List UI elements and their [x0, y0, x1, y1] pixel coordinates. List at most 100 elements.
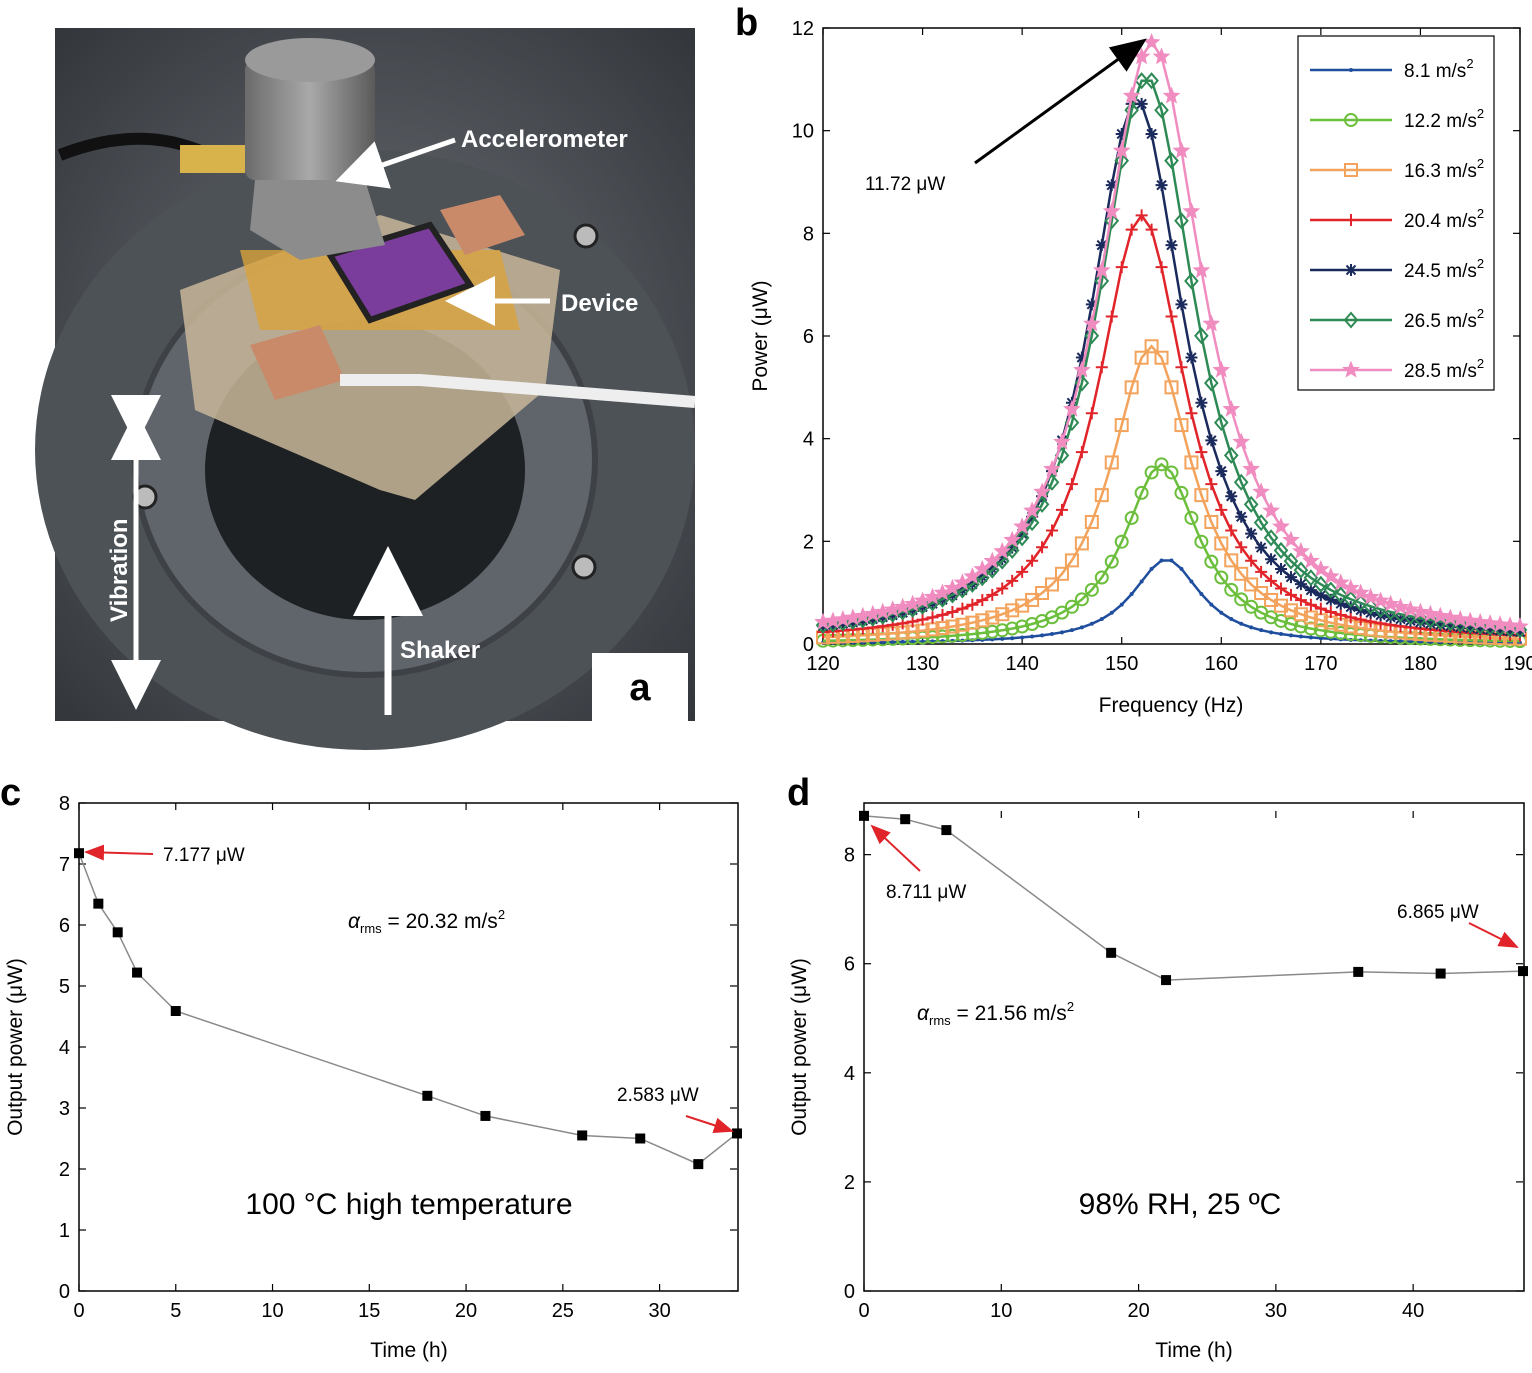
data-point — [1324, 593, 1337, 606]
y-tick-label: 6 — [59, 915, 70, 937]
series-line — [822, 79, 1521, 632]
data-point — [1154, 350, 1169, 365]
data-point — [1065, 478, 1078, 491]
data-point — [1283, 603, 1298, 618]
data-point — [1275, 582, 1288, 595]
data-point — [1074, 536, 1089, 551]
legend-superscript: 2 — [1477, 356, 1484, 371]
data-point — [1333, 586, 1349, 604]
data-point — [1124, 380, 1139, 395]
data-point — [1025, 617, 1040, 632]
legend-superscript: 2 — [1477, 206, 1484, 221]
data-point — [1055, 503, 1068, 516]
x-tick-label: 0 — [858, 1300, 869, 1322]
data-point — [1050, 632, 1055, 637]
data-point — [1026, 554, 1039, 567]
data-point — [1094, 272, 1110, 290]
data-point — [1293, 561, 1309, 579]
data-point — [1435, 968, 1446, 979]
panel-d-chart: d 0 10 20 30 40 0 2 4 6 8 Time (h) Output power (… — [787, 772, 1528, 1362]
data-point — [480, 1110, 491, 1121]
data-point — [1155, 179, 1168, 192]
data-point — [1434, 619, 1447, 632]
alpha-subscript: rms — [360, 921, 382, 936]
data-point — [1302, 551, 1320, 569]
data-point — [1199, 592, 1204, 597]
data-point — [1263, 529, 1279, 547]
data-point — [1282, 530, 1300, 548]
data-point — [1114, 418, 1129, 433]
data-point — [1154, 457, 1169, 472]
data-point — [1075, 446, 1088, 459]
data-point — [945, 619, 960, 634]
data-point — [1154, 101, 1169, 119]
data-point — [1401, 600, 1420, 618]
axes-ticks: 0 10 20 30 40 0 2 4 6 8 — [844, 811, 1523, 1322]
panel-a-photo: Accelerometer Device Vibration Shaker a — [35, 28, 696, 750]
data-point — [1253, 514, 1269, 532]
data-point — [1134, 350, 1149, 365]
data-point — [1006, 541, 1019, 554]
data-point — [1195, 446, 1208, 459]
data-point — [916, 613, 929, 626]
alpha-superscript: 2 — [498, 907, 505, 922]
data-point — [1046, 524, 1059, 537]
x-tick-label: 15 — [358, 1300, 380, 1322]
data-point — [1135, 209, 1148, 222]
data-point — [1343, 590, 1359, 608]
y-axis-label: Power (μW) — [749, 280, 772, 391]
legend-marker — [1344, 113, 1358, 127]
data-point — [1054, 605, 1069, 620]
data-point — [1184, 455, 1199, 470]
data-point — [1164, 380, 1179, 395]
data-point — [1155, 261, 1168, 274]
data-point — [577, 1130, 588, 1141]
data-point — [1275, 562, 1288, 575]
end-annotation: 6.865 μW — [1397, 902, 1479, 923]
data-point — [1292, 541, 1310, 559]
data-point — [946, 605, 959, 618]
data-point — [1371, 591, 1390, 609]
connector — [180, 145, 245, 173]
data-point — [1204, 554, 1219, 569]
data-point — [1252, 482, 1270, 500]
data-point — [422, 1090, 433, 1101]
data-point — [112, 927, 123, 938]
data-point — [956, 602, 969, 615]
data-point — [985, 624, 1000, 639]
data-point — [1194, 534, 1209, 549]
data-point — [1391, 597, 1410, 615]
data-point — [1105, 310, 1118, 323]
data-point — [1215, 465, 1228, 478]
alpha-subscript: rms — [929, 1013, 951, 1028]
y-tick-label: 6 — [844, 954, 855, 976]
legend-marker — [1349, 68, 1353, 72]
data-point — [1212, 360, 1231, 378]
data-point — [1185, 407, 1198, 420]
data-point — [1304, 598, 1317, 611]
data-point — [1214, 536, 1229, 551]
data-point — [1518, 966, 1528, 977]
alpha-value: = 20.32 m/s — [382, 910, 498, 933]
legend-entry: 12.2 m/s2 — [1404, 106, 1484, 132]
data-point — [1145, 223, 1158, 236]
data-point — [1313, 575, 1329, 593]
data-point — [1269, 630, 1274, 635]
panel-c-label: c — [0, 772, 21, 814]
data-point — [1344, 611, 1357, 624]
legend-marker — [1342, 360, 1360, 378]
data-point — [1294, 594, 1307, 607]
panel-b-chart: b 120 130 140 150 160 170 180 190 0 2 4 6 8 10 12 Freq… — [735, 2, 1532, 717]
data-point — [1119, 602, 1124, 607]
data-point — [1144, 72, 1159, 90]
data-point — [941, 825, 952, 836]
data-point — [1214, 570, 1229, 585]
panel-a-label: a — [629, 667, 651, 709]
legend-superscript: 2 — [1466, 56, 1473, 71]
data-point — [1059, 630, 1064, 635]
alpha-rms-label: αrms = 20.32 m/s2 — [348, 907, 505, 936]
data-point — [1244, 577, 1259, 592]
data-point — [1224, 582, 1239, 597]
data-point — [1298, 634, 1303, 639]
data-point — [936, 608, 949, 621]
